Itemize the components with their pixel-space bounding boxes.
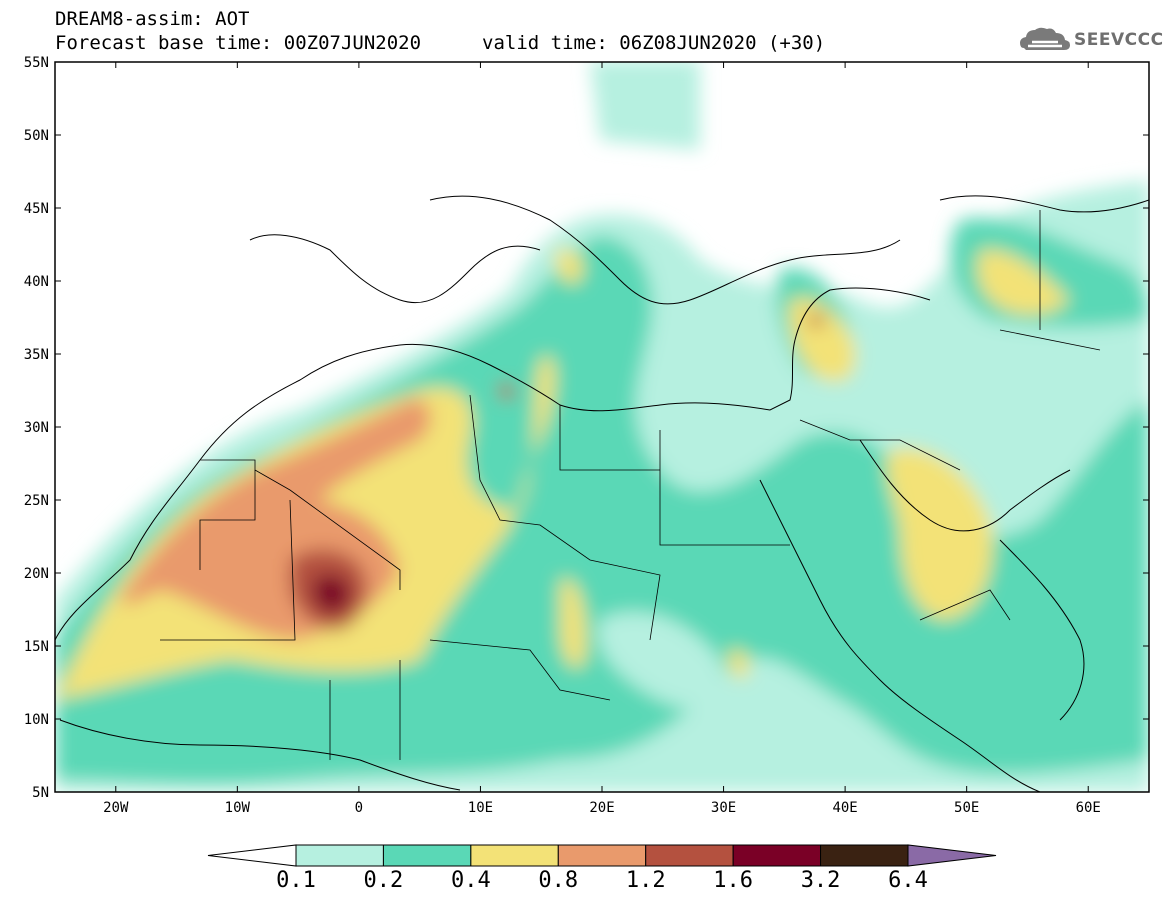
lon-label: 20E	[589, 800, 614, 816]
cloud-icon	[1020, 27, 1070, 50]
colorbar-tick-label: 0.1	[276, 868, 316, 893]
colorbar-tick-label: 6.4	[888, 868, 928, 893]
lon-label: 10W	[225, 800, 251, 816]
lat-label: 25N	[24, 493, 49, 509]
colorbar-bin	[295, 844, 384, 867]
lat-label: 15N	[24, 639, 49, 655]
lat-label: 35N	[24, 347, 49, 363]
aot-field	[55, 62, 1149, 792]
forecast-base-time: Forecast base time: 00Z07JUN2020	[55, 32, 422, 54]
lat-label: 50N	[24, 128, 49, 144]
coastlines	[55, 195, 1149, 792]
lat-label: 5N	[32, 785, 49, 801]
colorbar-tick-label: 0.8	[538, 868, 579, 893]
lon-label: 40E	[832, 800, 857, 816]
longitude-axis: 20W 10W 0 10E 20E 30E 40E 50E 60E	[103, 62, 1101, 816]
colorbar-tick-label: 0.2	[363, 868, 404, 893]
lat-label: 10N	[24, 712, 49, 728]
colorbar-bin	[557, 844, 647, 867]
lon-label: 10E	[468, 800, 493, 816]
latitude-axis: 55N 50N 45N 40N 35N 30N 25N 20N 15N 10N 5N	[24, 55, 1149, 801]
colorbar-tick-label: 0.4	[450, 868, 491, 893]
lat-label: 20N	[24, 566, 49, 582]
country-borders	[160, 210, 1101, 760]
colorbar	[207, 844, 997, 867]
seevccc-logo: SEEVCCC	[1018, 22, 1163, 58]
lon-label: 20W	[103, 800, 129, 816]
lat-label: 45N	[24, 201, 49, 217]
colorbar-tick-label: 1.6	[713, 868, 754, 893]
colorbar-bin	[470, 844, 559, 867]
logo-text: SEEVCCC	[1074, 30, 1164, 50]
colorbar-bin	[820, 844, 909, 867]
lon-label: 60E	[1076, 800, 1101, 816]
colorbar-tick-label: 1.2	[625, 868, 666, 893]
colorbar-bin	[732, 844, 822, 867]
colorbar-bin	[382, 844, 472, 867]
colorbar-bin	[907, 844, 997, 867]
lat-label: 30N	[24, 420, 49, 436]
colorbar-bin	[645, 844, 734, 867]
colorbar-bin	[207, 844, 297, 867]
lon-label: 30E	[711, 800, 736, 816]
lat-label: 40N	[24, 274, 49, 290]
colorbar-tick-label: 3.2	[800, 868, 841, 893]
valid-time: valid time: 06Z08JUN2020 (+30)	[482, 32, 826, 54]
lon-label: 0	[355, 800, 363, 816]
lon-label: 50E	[954, 800, 979, 816]
map-title: DREAM8-assim: AOT	[55, 8, 250, 30]
lat-label: 55N	[24, 55, 49, 71]
